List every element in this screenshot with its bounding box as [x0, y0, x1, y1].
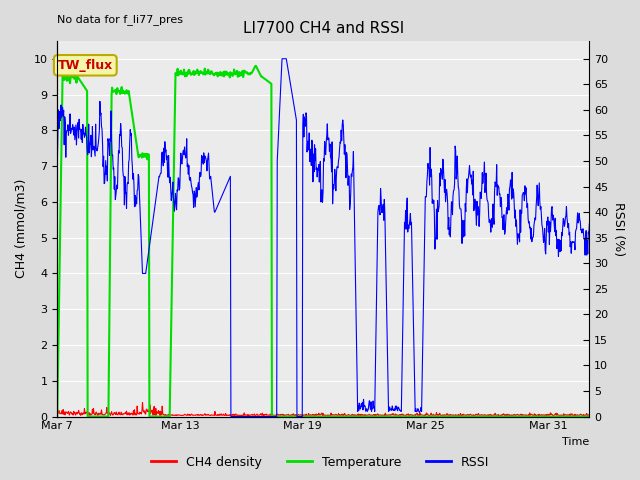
Legend: CH4 density, Temperature, RSSI: CH4 density, Temperature, RSSI [146, 451, 494, 474]
Y-axis label: CH4 (mmol/m3): CH4 (mmol/m3) [15, 179, 28, 278]
Title: LI7700 CH4 and RSSI: LI7700 CH4 and RSSI [243, 21, 404, 36]
Y-axis label: RSSI (%): RSSI (%) [612, 202, 625, 256]
Text: No data for f_li77_pres: No data for f_li77_pres [57, 14, 183, 25]
Text: Time: Time [561, 437, 589, 447]
Text: TW_flux: TW_flux [58, 59, 113, 72]
